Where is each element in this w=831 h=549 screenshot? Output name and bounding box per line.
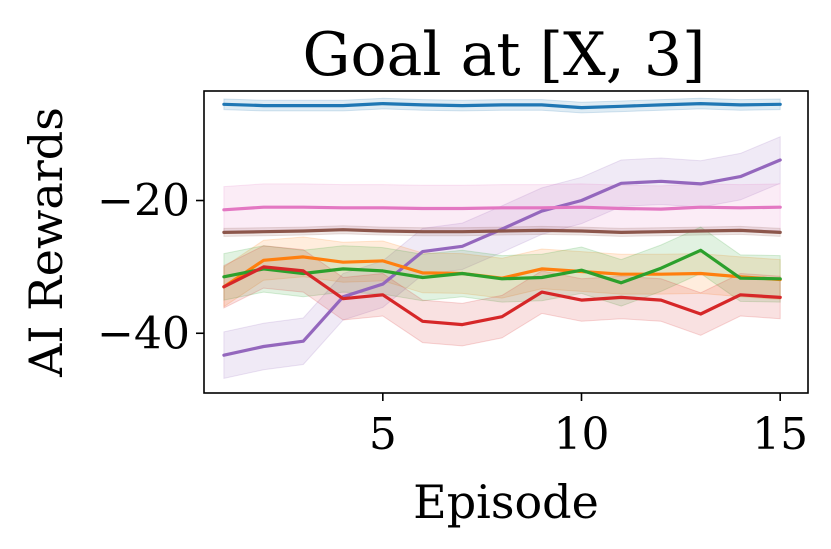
series-line-7 — [222, 265, 782, 327]
x-tick-label: 10 — [554, 409, 610, 460]
y-tick-label: −40 — [97, 308, 190, 359]
confidence-bands — [223, 97, 781, 380]
series-lines — [222, 101, 782, 357]
y-axis-label: AI Rewards — [19, 107, 73, 378]
x-axis-ticks: 5 10 15 — [369, 393, 808, 460]
x-tick-label: 15 — [752, 409, 808, 460]
x-tick-label: 5 — [369, 409, 397, 460]
series-line-6 — [222, 248, 782, 285]
chart-title: Goal at [X, 3] — [303, 20, 706, 90]
series-line-4 — [222, 228, 782, 234]
y-tick-label: −20 — [97, 176, 190, 227]
series-band-2 — [223, 136, 781, 380]
x-axis-label: Episode — [413, 475, 599, 529]
series-line-1 — [222, 101, 782, 110]
y-axis-ticks: −20 −40 — [97, 176, 204, 359]
series-band-7 — [223, 245, 781, 347]
series-line-3 — [222, 205, 782, 212]
series-line-2 — [222, 158, 782, 357]
plot-frame — [203, 90, 809, 394]
